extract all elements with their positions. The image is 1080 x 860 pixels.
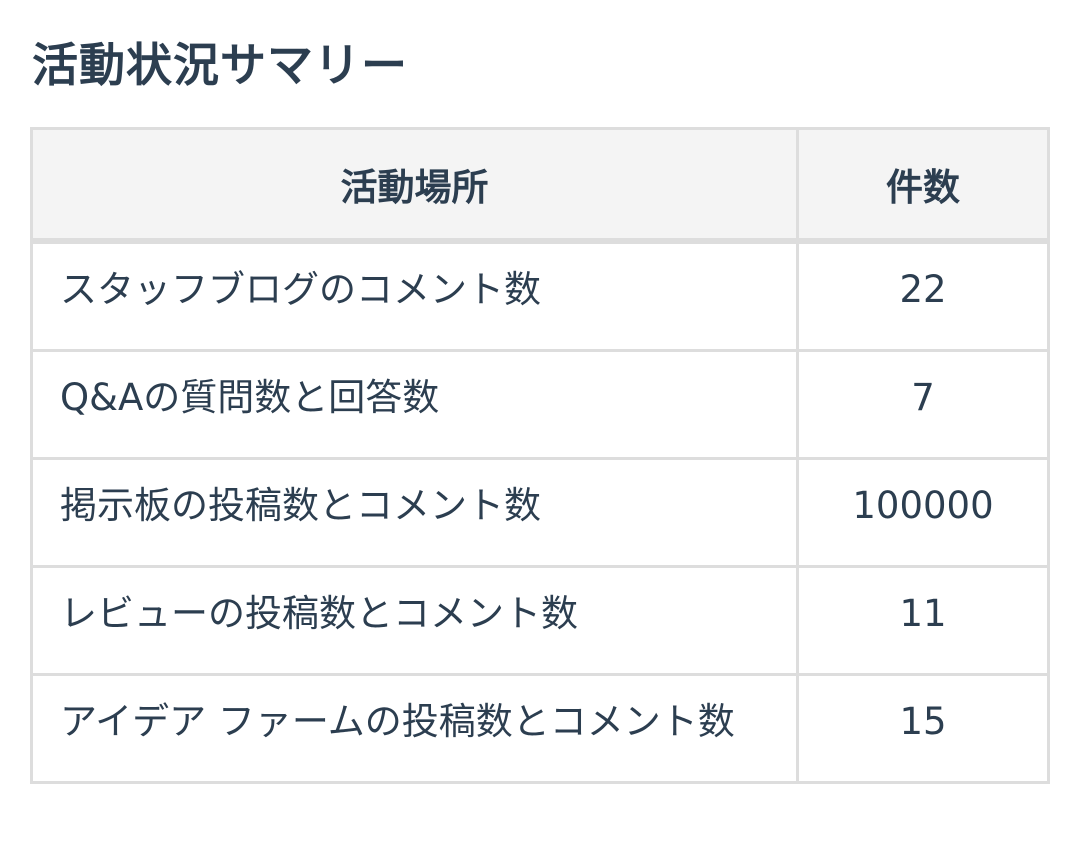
cell-place: 掲示板の投稿数とコメント数: [30, 457, 799, 568]
table-row: Q&Aの質問数と回答数 7: [30, 349, 1050, 460]
table-header-row: 活動場所 件数: [30, 127, 1050, 244]
table-row: 掲示板の投稿数とコメント数 100000: [30, 457, 1050, 568]
table-row: スタッフブログのコメント数 22: [30, 239, 1050, 352]
table-row: レビューの投稿数とコメント数 11: [30, 565, 1050, 676]
cell-place: スタッフブログのコメント数: [30, 239, 799, 352]
cell-count: 22: [796, 239, 1050, 352]
cell-count: 11: [796, 565, 1050, 676]
page-title: 活動状況サマリー: [32, 38, 408, 92]
column-header-place: 活動場所: [30, 127, 799, 244]
column-header-count: 件数: [796, 127, 1050, 244]
cell-place: レビューの投稿数とコメント数: [30, 565, 799, 676]
cell-count: 100000: [796, 457, 1050, 568]
table-row: アイデア ファームの投稿数とコメント数 15: [30, 673, 1050, 784]
cell-count: 7: [796, 349, 1050, 460]
cell-place: Q&Aの質問数と回答数: [30, 349, 799, 460]
activity-summary-table: 活動場所 件数 スタッフブログのコメント数 22 Q&Aの質問数と回答数 7 掲示板の投…: [30, 127, 1050, 784]
cell-place: アイデア ファームの投稿数とコメント数: [30, 673, 799, 784]
cell-count: 15: [796, 673, 1050, 784]
